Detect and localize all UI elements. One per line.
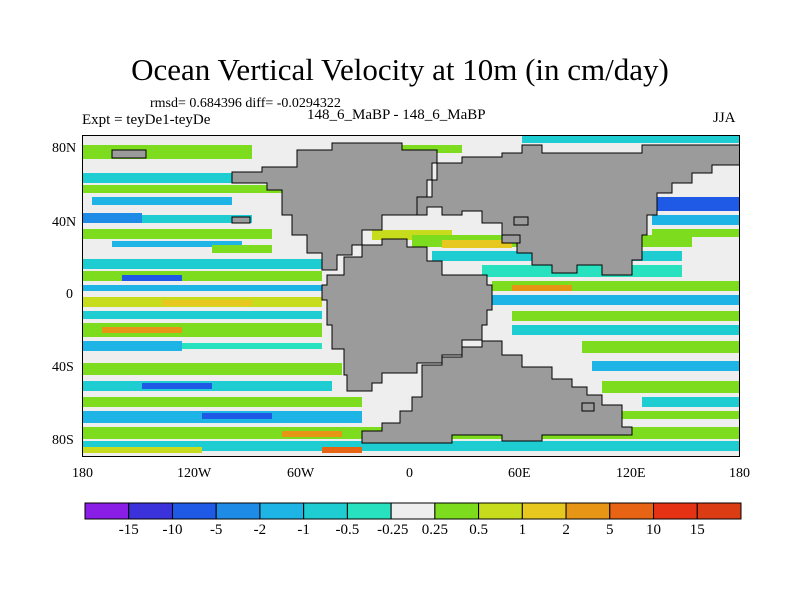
colorbar-swatch (478, 502, 523, 520)
y-tick-label: 80S (52, 433, 74, 448)
colorbar-label: -10 (162, 522, 183, 538)
y-tick-label: 0 (66, 287, 73, 302)
y-tick-label: 40N (52, 215, 77, 230)
colorbar-swatch (215, 502, 261, 520)
islands (111, 149, 595, 412)
colorbar-label: -0.5 (335, 522, 360, 538)
colorbar-label: 1 (518, 522, 527, 538)
colorbar-label: -15 (118, 522, 139, 538)
colorbar-swatch (128, 502, 173, 520)
colorbar-swatch (653, 502, 698, 520)
case-comparison-label: 148_6_MaBP - 148_6_MaBP (307, 107, 486, 123)
land-laurasia (231, 142, 438, 271)
land-masses (231, 142, 740, 444)
experiment-label: Expt = teyDe1-teyDe (82, 112, 211, 128)
land-asia (416, 144, 740, 276)
x-tick-label: 120W (177, 466, 212, 481)
colorbar-swatch (346, 502, 392, 520)
colorbar-swatch (303, 502, 348, 520)
y-tick-label: 80N (52, 141, 77, 156)
land-gondwana-east (361, 340, 633, 444)
colorbar-swatch (84, 502, 130, 520)
x-tick-label: 60E (508, 466, 531, 481)
colorbar-swatch (259, 502, 305, 520)
colorbar-label: 0.5 (469, 522, 488, 538)
colorbar-swatch (696, 502, 742, 520)
season-label: JJA (713, 110, 736, 126)
x-tick-label: 60W (287, 466, 315, 481)
colorbar-label: 5 (606, 522, 614, 538)
colorbar-label: 2 (562, 522, 570, 538)
x-tick-label: 180 (72, 466, 93, 481)
map-plot (82, 135, 740, 457)
land-gondwana-west (321, 238, 493, 392)
rmsd-diff-stats: rmsd= 0.684396 diff= -0.0294322 (150, 96, 341, 111)
colorbar-label: -2 (253, 522, 267, 538)
colorbar-swatch (434, 502, 480, 520)
colorbar-label: -5 (209, 522, 223, 538)
colorbar-label: 15 (689, 522, 705, 538)
map-border (82, 135, 740, 457)
y-tick-label: 40S (52, 360, 74, 375)
x-tick-label: 180 (729, 466, 750, 481)
x-tick-label: 120E (616, 466, 646, 481)
colorbar-label: -1 (297, 522, 310, 538)
colorbar-swatch (609, 502, 655, 520)
colorbar-label: 10 (646, 522, 662, 538)
colorbar-label: -0.25 (377, 522, 409, 538)
colorbar-swatch (565, 502, 611, 520)
colorbar (84, 502, 742, 520)
x-tick-label: 0 (406, 466, 413, 481)
colorbar-swatch (390, 502, 436, 520)
colorbar-swatch (521, 502, 567, 520)
chart-title: Ocean Vertical Velocity at 10m (in cm/da… (131, 52, 669, 87)
colorbar-swatch (171, 502, 217, 520)
colorbar-label: 0.25 (421, 522, 448, 538)
